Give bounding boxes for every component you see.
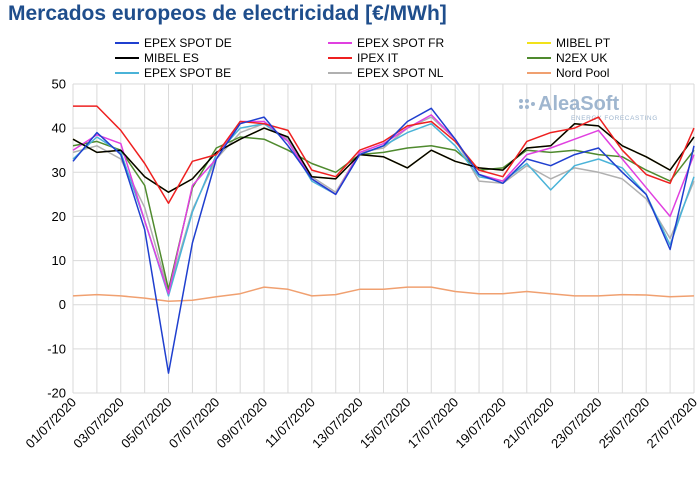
y-axis: -20 -10 0 10 20 30 40 50: [47, 77, 66, 401]
logo-dots-icon: [519, 99, 535, 109]
x-tick-label: 25/07/2020: [596, 395, 653, 452]
logo-tagline: ENERGY FORECASTING: [571, 115, 658, 122]
legend-label: Nord Pool: [556, 66, 609, 80]
legend-item-epex-spot-be: EPEX SPOT BE: [115, 66, 231, 80]
aleasoft-logo: AleaSoft ENERGY FORECASTING: [519, 93, 658, 122]
x-axis: 01/07/202003/07/202005/07/202007/07/2020…: [22, 395, 699, 452]
legend-label: EPEX SPOT BE: [144, 66, 231, 80]
grid-lines: [72, 83, 695, 394]
legend-label: MIBEL PT: [556, 36, 611, 50]
x-tick-label: 09/07/2020: [214, 395, 271, 452]
legend-item-ipex-it: IPEX IT: [328, 51, 399, 65]
legend-item-nord-pool: Nord Pool: [527, 66, 609, 80]
chart-title: Mercados europeos de electricidad [€/MWh…: [8, 2, 447, 25]
x-tick-label: 03/07/2020: [70, 395, 127, 452]
legend-label: IPEX IT: [357, 51, 399, 65]
x-tick-label: 13/07/2020: [309, 395, 366, 452]
y-tick-label: 10: [52, 253, 66, 268]
y-tick-label: 40: [52, 121, 66, 136]
x-tick-label: 21/07/2020: [500, 395, 557, 452]
y-tick-label: 20: [52, 209, 66, 224]
series-line-epex-spot-fr: [72, 114, 695, 295]
series-line-ipex-it: [73, 105, 695, 204]
legend-item-mibel-pt: MIBEL PT: [527, 36, 611, 50]
series-line-nord-pool: [72, 286, 695, 302]
legend-label: EPEX SPOT NL: [357, 66, 444, 80]
logo-name: AleaSoft: [538, 93, 619, 115]
legend-item-epex-spot-de: EPEX SPOT DE: [115, 36, 232, 50]
legend-label: MIBEL ES: [144, 51, 199, 65]
legend-label: EPEX SPOT FR: [357, 36, 444, 50]
y-tick-label: -20: [47, 386, 66, 401]
x-tick-label: 05/07/2020: [118, 395, 175, 452]
legend: EPEX SPOT DE EPEX SPOT FR MIBEL PT MIBEL ES…: [115, 36, 611, 80]
x-tick-label: 15/07/2020: [357, 395, 414, 452]
legend-item-epex-spot-nl: EPEX SPOT NL: [328, 66, 444, 80]
x-tick-label: 07/07/2020: [166, 395, 223, 452]
x-tick-label: 27/07/2020: [643, 395, 699, 452]
x-tick-label: 19/07/2020: [452, 395, 509, 452]
legend-item-mibel-es: MIBEL ES: [115, 51, 199, 65]
y-tick-label: 50: [52, 77, 66, 92]
legend-item-epex-spot-fr: EPEX SPOT FR: [328, 36, 444, 50]
legend-label: N2EX UK: [556, 51, 607, 65]
x-tick-label: 23/07/2020: [548, 395, 605, 452]
series-line-epex-spot-de: [72, 107, 695, 374]
y-tick-label: -10: [47, 341, 66, 356]
legend-label: EPEX SPOT DE: [144, 36, 232, 50]
x-tick-label: 01/07/2020: [22, 395, 79, 452]
y-tick-label: 0: [59, 297, 66, 312]
x-tick-label: 17/07/2020: [405, 395, 462, 452]
legend-item-n2ex-uk: N2EX UK: [527, 51, 607, 65]
series-line-epex-spot-nl: [72, 116, 695, 293]
y-tick-label: 30: [52, 165, 66, 180]
data-series: [72, 105, 695, 374]
